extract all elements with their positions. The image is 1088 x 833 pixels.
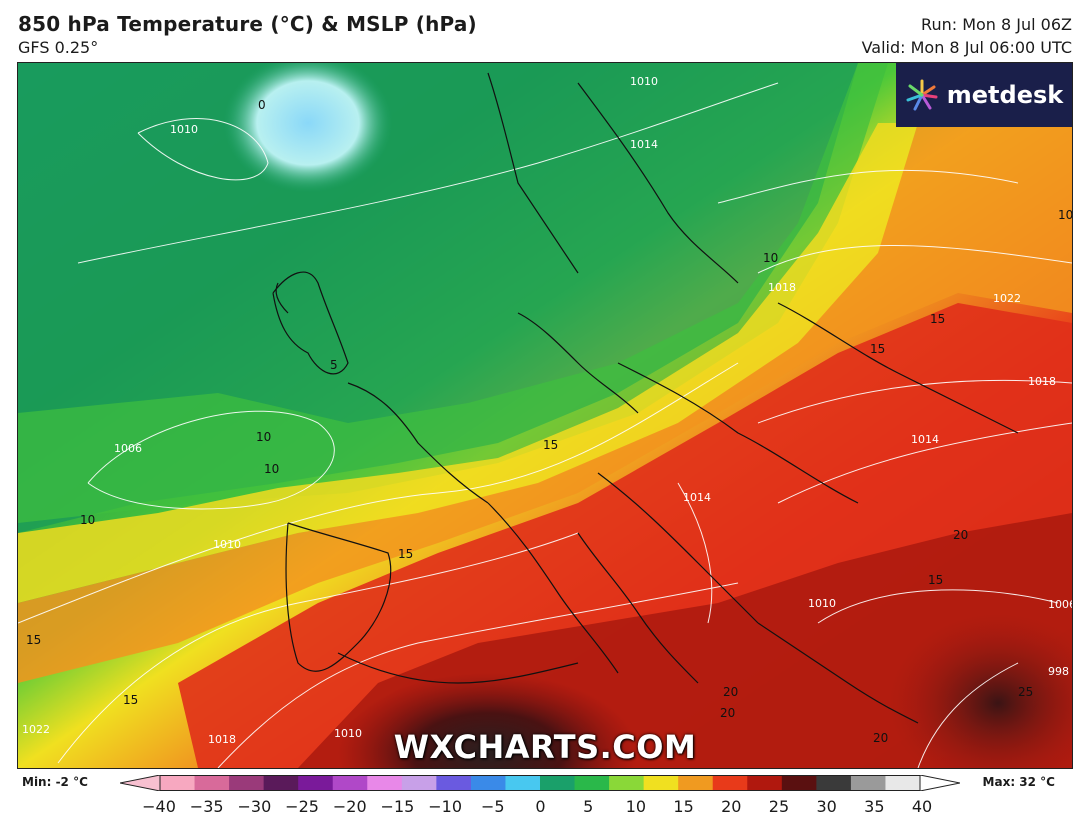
colorbar-segment (574, 775, 610, 791)
starburst-icon (906, 79, 938, 111)
colorbar-segment (816, 775, 852, 791)
colorbar-tick-label: −25 (285, 797, 319, 816)
colorbar-tick-label: 40 (911, 797, 933, 816)
colorbar-tick-label: 10 (625, 797, 647, 816)
temp-label: 15 (928, 573, 944, 587)
isobar-label: 1010 (808, 597, 836, 610)
colorbar-tick-label: 5 (583, 797, 594, 816)
isobar-label: 1006 (114, 442, 142, 455)
colorbar-tick-label: −30 (237, 797, 272, 816)
temp-label: 5 (330, 358, 338, 372)
temp-label: 15 (930, 312, 946, 326)
colorbar-segment (747, 775, 783, 791)
isobar-label: 1018 (208, 733, 236, 746)
colorbar-segment (712, 775, 748, 791)
isobar-label: 1014 (683, 491, 711, 504)
isobar-label: 998 (1048, 665, 1069, 678)
temp-label: 15 (26, 633, 42, 647)
isobar-label: 1006 (1048, 598, 1072, 611)
temperature-field (18, 63, 1072, 768)
colorbar-segment (609, 775, 645, 791)
colorbar-segment (678, 775, 714, 791)
colorbar-tick-label: 25 (768, 797, 790, 816)
isobar-label: 1010 (630, 75, 658, 88)
temp-label: 15 (123, 693, 139, 707)
colorbar-left-arrow (120, 775, 161, 791)
temp-label: 20 (953, 528, 969, 542)
colorbar-tick-label: 20 (721, 797, 742, 816)
temp-label: 10 (80, 513, 96, 527)
temp-label: 15 (543, 438, 559, 452)
temp-label: 10 (264, 462, 280, 476)
temp-label: 10 (1058, 208, 1073, 222)
legend-min: Min: -2 °C (22, 775, 88, 789)
colorbar-tick-label: 30 (816, 797, 837, 816)
colorbar-border (159, 775, 921, 791)
temp-label: 0 (258, 98, 266, 112)
colorbar-segment (540, 775, 576, 791)
colorbar-segment (850, 775, 886, 791)
colorbar-tick-label: 35 (864, 797, 885, 816)
isobar-label: 1010 (213, 538, 241, 551)
colorbar-tick-label: −20 (332, 797, 367, 816)
isobar-label: 1014 (911, 433, 939, 446)
temp-label: 10 (256, 430, 272, 444)
isobar-label: 1018 (1028, 375, 1056, 388)
colorbar-tick-label: −40 (142, 797, 176, 816)
colorbar-tick-label: −15 (380, 797, 415, 816)
colorbar-tick-label: −5 (481, 797, 505, 816)
colorbar-segment (470, 775, 506, 791)
colorbar-segment (298, 775, 334, 791)
colorbar-segment (160, 775, 196, 791)
temperature-colorbar (120, 775, 960, 791)
colorbar-segment (781, 775, 817, 791)
colorbar-tick-label: −10 (428, 797, 463, 816)
temp-label: 25 (1018, 685, 1034, 699)
colorbar-tick-label: 0 (535, 797, 546, 816)
run-time: Run: Mon 8 Jul 06Z (921, 15, 1072, 34)
metdesk-logo[interactable]: metdesk (896, 63, 1072, 127)
colorbar-segment (643, 775, 679, 791)
watermark: WXCHARTS.COM (393, 728, 697, 766)
temp-label: 15 (870, 342, 886, 356)
colorbar-segment (263, 775, 299, 791)
colorbar-segment (367, 775, 403, 791)
logo-text: metdesk (946, 81, 1064, 109)
colorbar-segment (332, 775, 368, 791)
colorbar-right-arrow (919, 775, 960, 791)
colorbar-segment (229, 775, 265, 791)
legend-max: Max: 32 °C (982, 775, 1055, 789)
colorbar-segment (505, 775, 541, 791)
isobar-label: 1018 (768, 281, 796, 294)
colorbar-segment (194, 775, 230, 791)
colorbar-segment (885, 775, 921, 791)
colorbar-ticks: −40 −35 −30 −25 −20 −15 −10 −5 0 5 10 15 20 25 30 35 40 (0, 797, 1088, 817)
isobar-label: 1014 (630, 138, 658, 151)
colorbar-tick-label: −35 (189, 797, 224, 816)
isobar-label: 1010 (334, 727, 362, 740)
temp-label: 20 (720, 706, 736, 720)
temp-label: 20 (723, 685, 739, 699)
chart-title: 850 hPa Temperature (°C) & MSLP (hPa) (18, 12, 477, 36)
weather-map[interactable]: metdesk 0 5 10 10 10 10 10 15 15 15 15 1… (17, 62, 1073, 769)
colorbar-tick-label: 15 (673, 797, 694, 816)
colorbar-segment (401, 775, 437, 791)
colorbar-segment (436, 775, 472, 791)
isobar-label: 1022 (993, 292, 1021, 305)
isobar-label: 1022 (22, 723, 50, 736)
temp-label: 10 (763, 251, 779, 265)
temp-label: 20 (873, 731, 889, 745)
model-label: GFS 0.25° (18, 38, 99, 57)
valid-time: Valid: Mon 8 Jul 06:00 UTC (861, 38, 1072, 57)
isobar-label: 1010 (170, 123, 198, 136)
temp-label: 15 (398, 547, 414, 561)
